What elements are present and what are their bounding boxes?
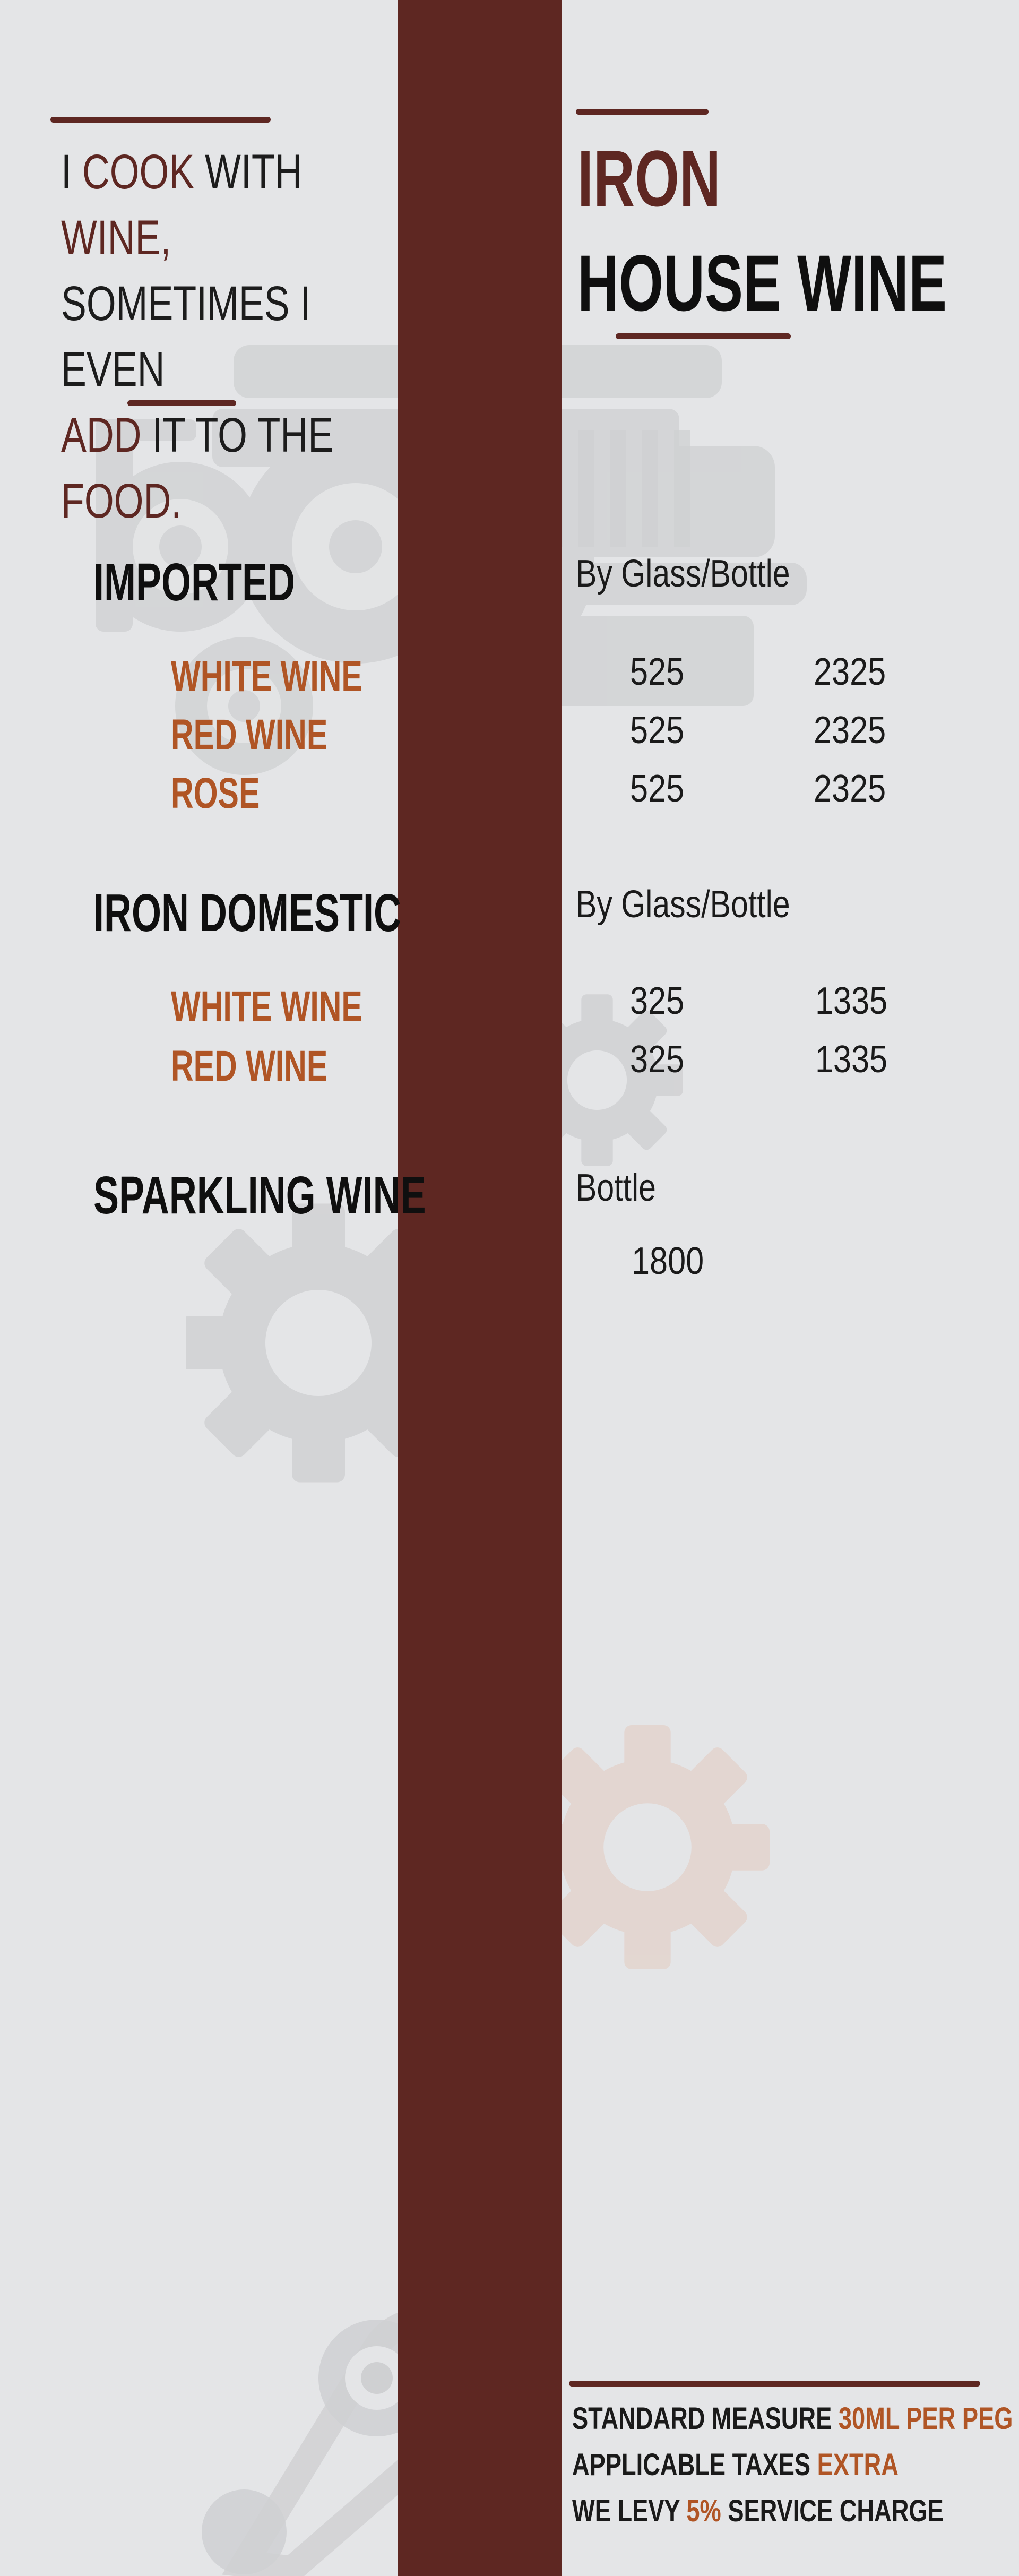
menu-item-bottle-price: 2325 xyxy=(814,709,886,752)
quote-bottom-rule xyxy=(127,400,236,406)
section-domestic-title: IRON DOMESTIC xyxy=(93,883,402,943)
section-imported-column-header: By Glass/Bottle xyxy=(576,553,790,595)
quote-text: I COOK WITH WINE, SOMETIMES I EVEN ADD I… xyxy=(61,139,342,534)
quote-line-3: ADD IT TO THE xyxy=(61,408,334,462)
menu-item-glass-price: 325 xyxy=(630,980,685,1022)
section-domestic-column-header: By Glass/Bottle xyxy=(576,883,790,926)
footer-line-taxes: APPLICABLE TAXES EXTRA xyxy=(572,2448,899,2482)
menu-item-bottle-price: 2325 xyxy=(814,768,886,810)
gear-icon xyxy=(525,1725,770,1969)
menu-item-name: WHITE WINE xyxy=(171,652,362,701)
quote-top-rule xyxy=(50,117,271,123)
menu-item-bottle-price: 1335 xyxy=(815,980,888,1022)
title-top-rule xyxy=(576,109,709,115)
gear-icon xyxy=(511,994,683,1166)
sparkling-bottle-price: 1800 xyxy=(632,1240,704,1282)
section-imported-title: IMPORTED xyxy=(93,553,296,612)
center-stripe xyxy=(398,0,562,2576)
title-iron: IRON xyxy=(577,134,721,223)
section-sparkling-column-header: Bottle xyxy=(576,1167,656,1209)
menu-item-bottle-price: 1335 xyxy=(815,1038,888,1081)
menu-item-name: ROSE xyxy=(171,769,260,817)
menu-item-name: WHITE WINE xyxy=(171,983,362,1031)
footer-line-measure: STANDARD MEASURE 30ML PER PEG xyxy=(572,2401,1013,2436)
menu-item-glass-price: 525 xyxy=(630,709,685,752)
title-house-wine: HOUSE WINE xyxy=(577,238,947,328)
title-bottom-rule xyxy=(616,333,791,339)
menu-item-glass-price: 325 xyxy=(630,1038,685,1081)
menu-item-glass-price: 525 xyxy=(630,651,685,693)
menu-item-bottle-price: 2325 xyxy=(814,651,886,693)
section-sparkling-title: SPARKLING WINE xyxy=(93,1166,426,1225)
menu-item-glass-price: 525 xyxy=(630,768,685,810)
quote-line-4: FOOD. xyxy=(61,474,182,528)
quote-line-2: SOMETIMES I EVEN xyxy=(61,277,311,397)
footer-line-service-charge: WE LEVY 5% SERVICE CHARGE xyxy=(572,2494,944,2528)
menu-item-name: RED WINE xyxy=(171,711,328,759)
footer-rule xyxy=(569,2381,980,2387)
menu-item-name: RED WINE xyxy=(171,1042,328,1090)
quote-line-1: I COOK WITH WINE, xyxy=(61,145,303,265)
